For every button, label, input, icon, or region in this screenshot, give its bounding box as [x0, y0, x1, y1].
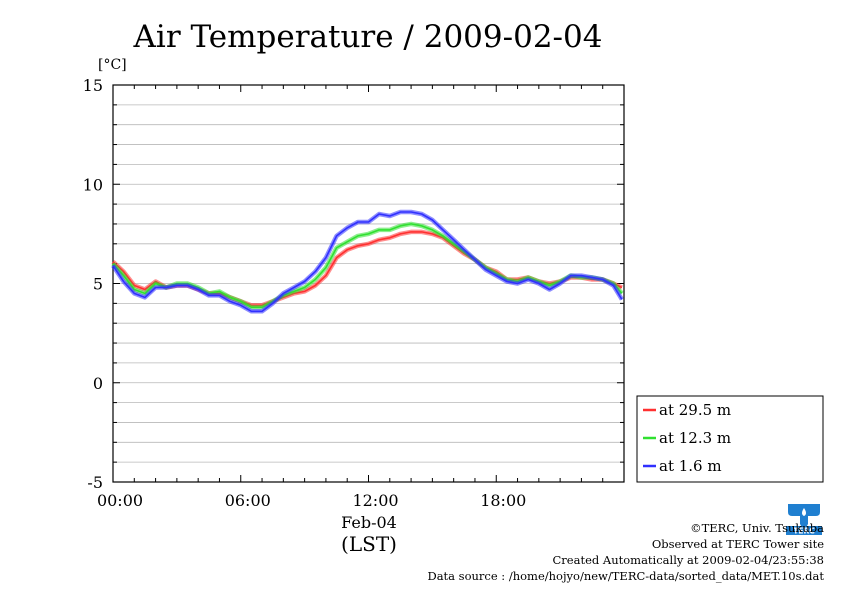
x-tick-labels: 00:00 06:00 12:00 18:00	[97, 491, 526, 510]
legend-label: at 1.6 m	[659, 457, 722, 475]
y-tick-label: 10	[83, 175, 103, 194]
series-line	[112, 223, 623, 309]
series-band	[111, 209, 624, 314]
y-tick-label: -5	[87, 473, 103, 492]
legend-label: at 12.3 m	[659, 429, 731, 447]
x-tick-label: 18:00	[480, 491, 526, 510]
series-band	[111, 229, 623, 308]
footer-observed: Observed at TERC Tower site	[651, 537, 824, 551]
axis-ticks	[112, 84, 625, 483]
x-date-label: Feb-04	[341, 513, 397, 532]
y-axis-unit: [°C]	[98, 57, 127, 73]
x-axis-unit: (LST)	[341, 532, 397, 556]
y-tick-label: 15	[83, 76, 103, 95]
series-line	[112, 211, 623, 313]
series-lines	[111, 209, 624, 314]
legend: at 29.5 m at 12.3 m at 1.6 m	[643, 401, 731, 475]
legend-box	[636, 395, 824, 483]
footer-copyright: ©TERC, Univ. Tsukuba	[690, 521, 824, 535]
footer-source: Data source : /home/hojyo/new/TERC-data/…	[427, 569, 824, 583]
legend-label: at 29.5 m	[659, 401, 731, 419]
footer-created: Created Automatically at 2009-02-04/23:5…	[552, 553, 825, 567]
x-tick-label: 06:00	[225, 491, 271, 510]
terc-logo-icon: TERC	[784, 502, 824, 536]
x-tick-label: 00:00	[97, 491, 143, 510]
logo-text: TERC	[793, 527, 815, 536]
series-band	[111, 221, 624, 310]
y-tick-label: 0	[93, 374, 103, 393]
y-tick-label: 5	[93, 275, 103, 294]
chart-title: Air Temperature / 2009-02-04	[133, 19, 603, 55]
x-tick-label: 12:00	[352, 491, 398, 510]
y-tick-labels: 15 10 5 0 -5	[83, 76, 103, 492]
